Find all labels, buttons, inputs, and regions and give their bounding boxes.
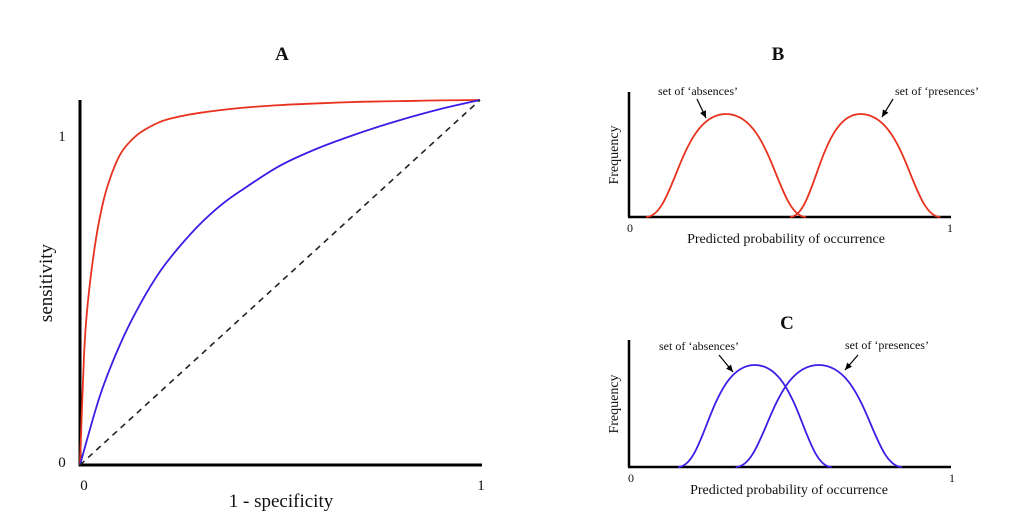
panel-b-curve-absences — [645, 113, 807, 218]
panel-b-curve-presences — [789, 113, 941, 218]
panel-a-x-tick-1: 1 — [477, 478, 485, 494]
panel-c-curve-presences — [735, 364, 903, 468]
panel-b-distribution-plot: B 0 1 Predicted probability of occurrenc… — [607, 44, 979, 247]
panel-b-series-group — [645, 98, 941, 218]
panel-c-annotation-presences: set of ‘presences’ — [845, 338, 929, 352]
panel-a-series-group — [79, 99, 481, 466]
panel-b-annotation-presences: set of ‘presences’ — [895, 84, 979, 98]
panel-c-y-axis-title: Frequency — [607, 374, 622, 433]
panel-a-title: A — [275, 44, 289, 65]
panel-a-y-axis-title: sensitivity — [36, 243, 57, 322]
roc-curve-blue — [79, 99, 481, 466]
panel-c-series-group — [677, 354, 903, 468]
panel-b-x-tick-1: 1 — [947, 221, 953, 235]
panel-a-x-tick-0: 0 — [80, 478, 88, 494]
panel-a-x-axis-title: 1 - specificity — [229, 491, 334, 512]
panel-c-x-tick-0: 0 — [628, 471, 634, 485]
panel-c-x-tick-1: 1 — [949, 471, 955, 485]
panel-c-annotation-absences: set of ‘absences’ — [659, 339, 739, 353]
panel-b-annotation-absences: set of ‘absences’ — [658, 84, 738, 98]
panel-c-arrowhead-absences — [726, 364, 733, 372]
roc-diagonal-reference — [79, 99, 481, 466]
panel-b-title: B — [772, 44, 785, 65]
panel-b-x-tick-0: 0 — [627, 221, 633, 235]
panel-c-title: C — [780, 313, 794, 334]
panel-b-x-axis-title: Predicted probability of occurrence — [687, 232, 885, 247]
roc-curve-red — [79, 99, 481, 466]
panel-a-roc-plot: A 1 0 0 1 1 - specificity sensitivity — [36, 44, 485, 512]
panel-b-arrowhead-presences — [882, 109, 889, 117]
panel-c-x-axis-title: Predicted probability of occurrence — [690, 483, 888, 498]
panel-a-y-tick-1: 1 — [58, 129, 66, 145]
panel-b-y-axis-title: Frequency — [607, 125, 622, 184]
panel-b-arrowhead-absences — [700, 110, 706, 118]
panel-c-arrowhead-presences — [845, 362, 852, 370]
panel-c-curve-absences — [677, 364, 832, 468]
panel-a-y-tick-0: 0 — [58, 455, 66, 471]
panel-c-distribution-plot: C 0 1 Predicted probability of occurrenc… — [607, 313, 955, 498]
